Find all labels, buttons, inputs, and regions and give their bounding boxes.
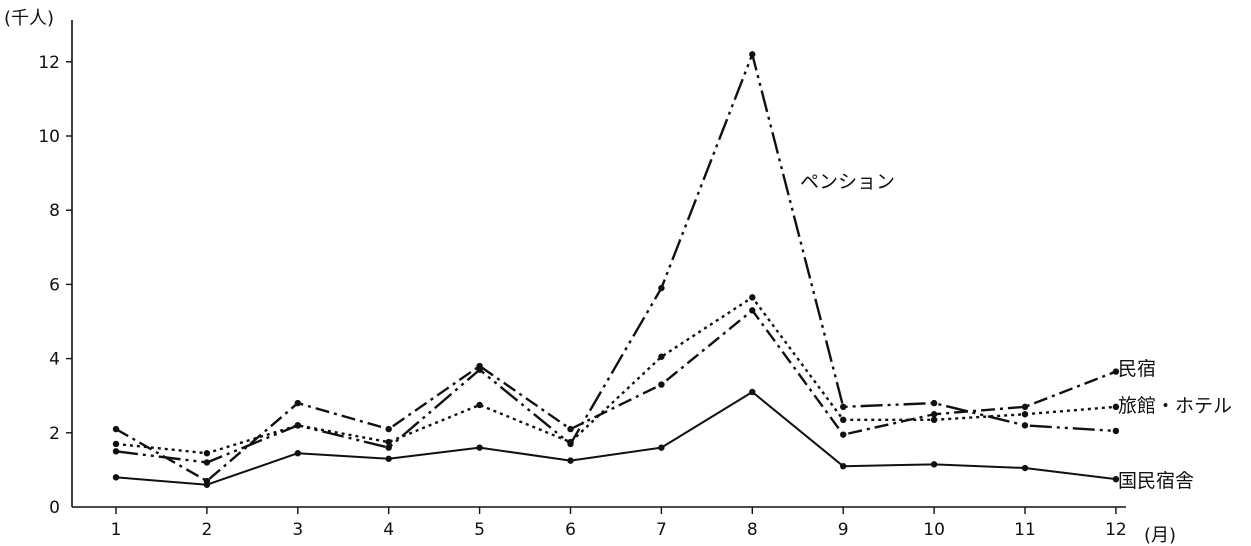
data-point	[476, 362, 483, 370]
x-tick-label: 2	[201, 520, 212, 540]
series-line	[115, 390, 1117, 486]
data-point	[1021, 403, 1029, 411]
x-tick-label: 12	[1105, 520, 1127, 540]
series-line	[115, 296, 1116, 455]
data-point	[840, 403, 847, 411]
data-point	[112, 474, 120, 481]
y-tick-label: 6	[49, 275, 60, 295]
data-point	[567, 457, 574, 464]
data-point	[930, 411, 938, 418]
y-tick-label: 4	[49, 350, 60, 370]
data-point	[294, 450, 301, 457]
data-point	[567, 425, 574, 433]
data-point	[385, 438, 392, 446]
x-tick-label: 7	[656, 520, 667, 540]
x-tick-label: 9	[838, 520, 849, 540]
data-point	[930, 461, 938, 468]
data-point	[658, 381, 665, 388]
data-point	[567, 438, 574, 446]
data-point	[658, 284, 665, 292]
series-layer	[112, 51, 1120, 488]
y-tick-label: 8	[49, 201, 60, 221]
data-point	[112, 425, 120, 433]
data-point	[840, 462, 847, 470]
data-point	[840, 431, 847, 438]
data-point	[1021, 464, 1029, 472]
data-point	[1112, 475, 1120, 483]
x-tick-label: 8	[747, 520, 758, 540]
data-point	[930, 399, 938, 407]
data-point	[930, 416, 938, 424]
data-point	[1112, 403, 1120, 411]
data-point	[203, 450, 211, 457]
data-point	[1112, 427, 1120, 435]
data-point	[1112, 368, 1120, 375]
data-point	[476, 444, 483, 451]
data-point	[749, 307, 756, 314]
y-tick-label: 10	[38, 127, 60, 147]
data-point	[203, 481, 211, 488]
series-label: ペンション	[800, 171, 895, 193]
data-point	[112, 448, 120, 455]
data-point	[476, 401, 483, 409]
x-tick-label: 5	[474, 520, 485, 540]
data-point	[749, 51, 756, 58]
data-point	[385, 455, 392, 462]
x-tick-label: 3	[292, 520, 303, 540]
y-tick-label: 12	[38, 53, 60, 73]
data-point	[658, 444, 665, 451]
data-point	[203, 459, 211, 466]
data-point	[840, 416, 847, 424]
series-line	[115, 53, 1116, 464]
x-tick-label: 11	[1014, 520, 1036, 540]
data-point	[385, 425, 392, 433]
y-tick-label: 2	[49, 424, 60, 444]
series-label: 民宿	[1118, 358, 1156, 380]
series-label: 旅館・ホテル	[1118, 395, 1232, 417]
x-tick-label: 6	[565, 520, 576, 540]
data-point	[112, 440, 120, 448]
data-point	[294, 399, 301, 407]
x-tick-label: 4	[383, 520, 394, 540]
y-tick-label: 0	[49, 498, 60, 518]
data-point	[749, 294, 756, 301]
data-point	[749, 388, 756, 396]
data-point	[294, 422, 301, 429]
y-unit-label: (千人)	[4, 8, 54, 29]
data-point	[1021, 422, 1029, 429]
series-label: 国民宿舎	[1118, 470, 1194, 492]
data-point	[1021, 411, 1029, 418]
x-unit-label: (月)	[1144, 525, 1176, 546]
series-line	[115, 309, 1117, 483]
x-tick-label: 1	[111, 520, 122, 540]
data-point	[385, 444, 392, 451]
data-point	[658, 353, 665, 360]
x-tick-label: 10	[923, 520, 945, 540]
